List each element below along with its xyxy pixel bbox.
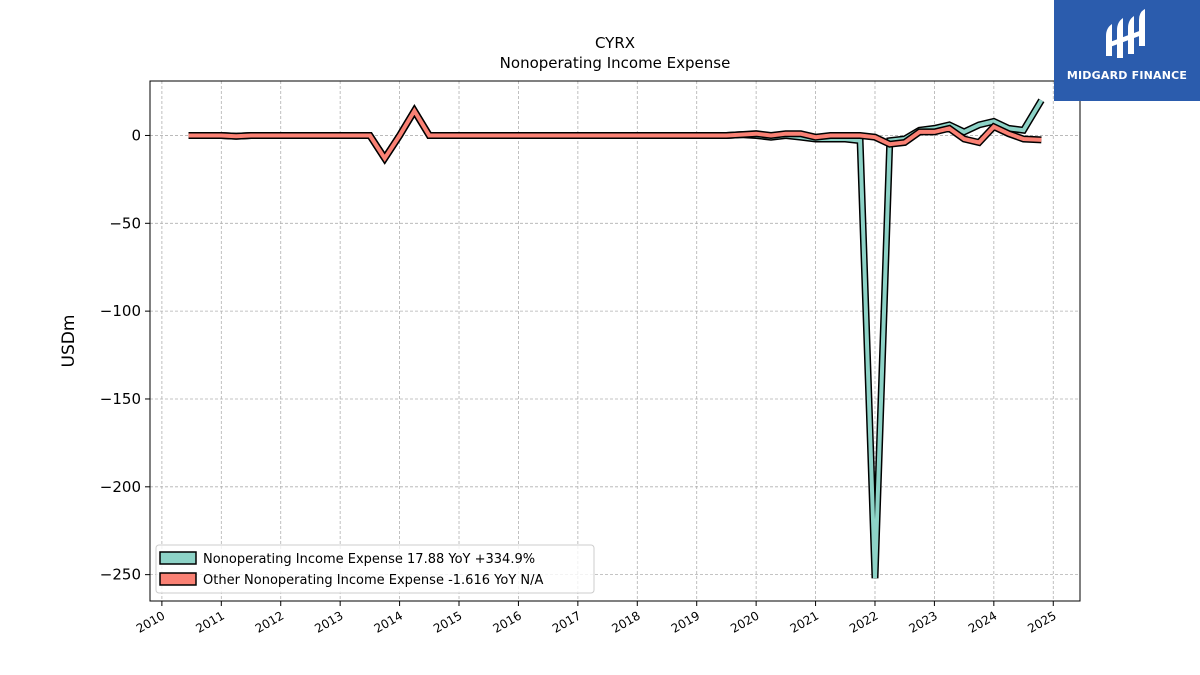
y-tick-label: −100 [100, 302, 141, 320]
x-tick-label: 2018 [609, 608, 642, 635]
legend-box [155, 544, 595, 594]
y-axis-label: USDm [59, 315, 79, 368]
x-tick-label: 2017 [550, 608, 583, 635]
legend-label-nonoperating: Nonoperating Income Expense 17.88 YoY +3… [203, 552, 535, 567]
y-tick-label: −50 [109, 214, 141, 232]
legend-label-other-nonoperating: Other Nonoperating Income Expense -1.616… [203, 573, 543, 588]
series-line-other-nonoperating [188, 107, 1042, 162]
x-tick-label: 2021 [788, 608, 821, 635]
x-tick-label: 2011 [193, 608, 226, 635]
x-tick-label: 2015 [431, 608, 464, 635]
x-tick-label: 2010 [134, 608, 167, 635]
plot-frame [149, 80, 1081, 602]
legend-swatch-nonoperating [159, 551, 197, 565]
x-tick-label: 2020 [728, 608, 761, 635]
x-tick-label: 2013 [312, 608, 345, 635]
x-tick-label: 2023 [906, 608, 939, 635]
series-line-nonoperating [188, 99, 1044, 579]
y-tick-label: −150 [100, 390, 141, 408]
y-tick-label: −200 [100, 478, 141, 496]
chart-title: CYRX [595, 34, 635, 52]
y-tick-label: −250 [100, 566, 141, 584]
x-tick-label: 2022 [847, 608, 880, 635]
logo-mark-icon [1106, 9, 1145, 58]
x-tick-label: 2019 [669, 608, 702, 635]
y-tick-label: 0 [131, 126, 141, 144]
logo-name: MIDGARD FINANCE [1066, 69, 1188, 82]
x-tick-label: 2014 [372, 608, 405, 635]
x-tick-label: 2025 [1025, 608, 1058, 635]
series-outline-nonoperating [188, 98, 1045, 579]
legend: Nonoperating Income Expense 17.88 YoY +3… [155, 544, 595, 594]
grid-lines [150, 81, 1080, 601]
x-tick-label: 2016 [490, 608, 523, 635]
brand-logo: MIDGARD FINANCE [1054, 0, 1200, 101]
chart-subtitle: Nonoperating Income Expense [500, 54, 731, 72]
series-lines [188, 98, 1045, 579]
x-tick-label: 2024 [966, 608, 999, 635]
x-tick-label: 2012 [253, 608, 286, 635]
legend-swatch-other-nonoperating [159, 572, 197, 586]
